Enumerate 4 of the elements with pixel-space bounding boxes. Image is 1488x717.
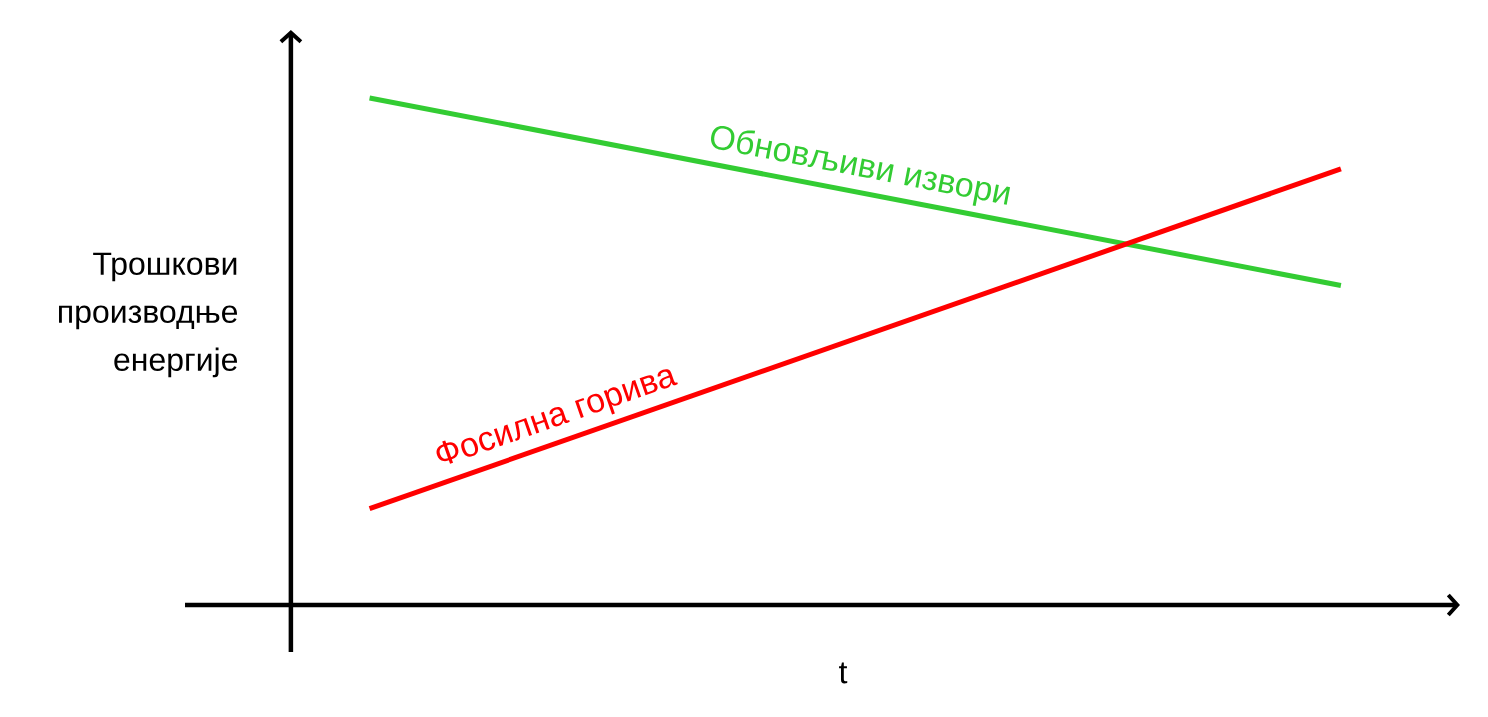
text: Обновљиви извори <box>711 125 1011 206</box>
y-axis-title: Трошкови производње енергије <box>59 252 238 378</box>
x-axis-title: t <box>839 662 848 684</box>
text: Фосилна горива <box>436 369 678 464</box>
